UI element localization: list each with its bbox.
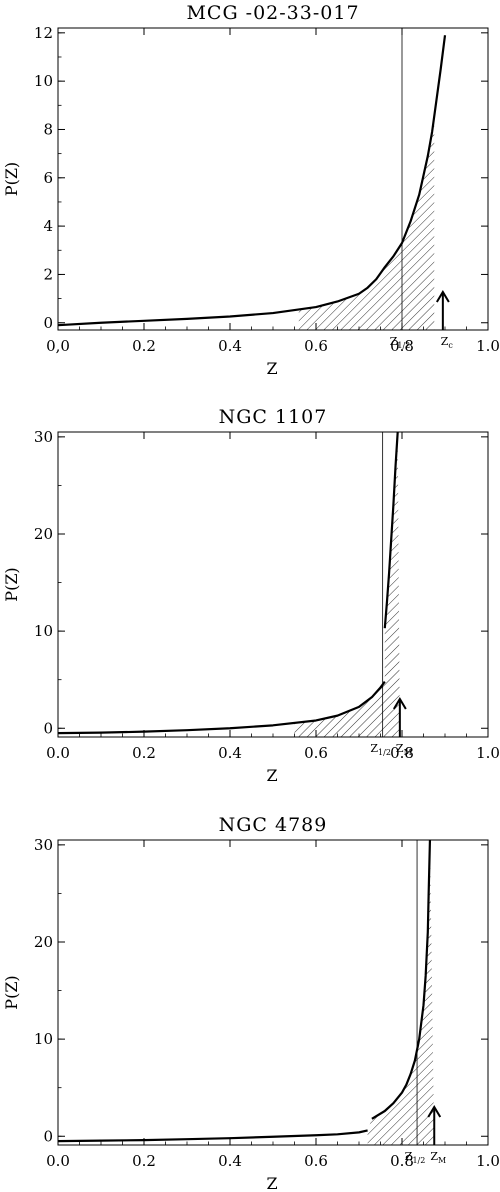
x-axis-label: Z: [266, 766, 277, 785]
x-tick-label: 1.0: [476, 1152, 500, 1170]
x-tick-label: 0.8: [390, 337, 414, 355]
y-tick-label: 0: [43, 314, 53, 332]
x-axis-label: Z: [266, 1174, 277, 1192]
y-axis-label: P(Z): [2, 975, 21, 1009]
x-tick-label: 0.4: [218, 744, 242, 762]
y-tick-label: 10: [34, 622, 53, 640]
marker-symbol: Z: [370, 742, 378, 755]
marker-label: Zc: [441, 335, 454, 350]
x-tick-label: 1.0: [476, 337, 500, 355]
shaded-region: [294, 432, 400, 737]
marker-label: Z1/2: [405, 1150, 426, 1165]
x-tick-label: 0.6: [304, 744, 328, 762]
x-tick-label: 0,0: [46, 337, 70, 355]
chart-title: NGC 1107: [219, 406, 328, 428]
x-tick-label: 0.2: [132, 1152, 156, 1170]
y-axis-label: P(Z): [2, 567, 21, 601]
series-line-2: [371, 840, 432, 1120]
y-tick-label: 6: [43, 169, 53, 187]
plot-frame: [57, 431, 489, 738]
x-tick-label: 0.8: [390, 1152, 414, 1170]
x-axis-label: Z: [266, 359, 277, 378]
chart-panel-1: MCG -02-33-017 0,0 0.2 0.4 0.6 0.8 1.0 0 2 4 6 8 10 1…: [2, 2, 500, 378]
shaded-region: [298, 116, 435, 330]
series-line-1: [58, 35, 447, 327]
x-tick-label: 0.2: [132, 337, 156, 355]
marker-subscript: c: [448, 341, 453, 350]
marker-subscript: 1/2: [378, 748, 391, 757]
y-tick-label: 20: [34, 933, 53, 951]
y-tick-label: 10: [34, 72, 53, 90]
marker-subscript: M: [438, 1156, 446, 1165]
y-tick-label: 10: [34, 1030, 53, 1048]
y-tick-label: 2: [43, 265, 53, 283]
series-line-2: [383, 432, 399, 629]
x-tick-label: 0.4: [218, 337, 242, 355]
marker-subscript: 1/2: [397, 341, 410, 350]
marker-label: Z1/2: [390, 335, 411, 350]
marker-arrow-head: [392, 697, 407, 710]
marker-symbol: Z: [430, 1150, 438, 1163]
y-tick-label: 0: [43, 719, 53, 737]
series-line-1: [58, 1129, 368, 1143]
y-tick-label: 12: [34, 24, 53, 42]
marker-arrow-head: [435, 290, 450, 303]
x-tick-label: 1.0: [476, 744, 500, 762]
x-tick-label: 0.2: [132, 744, 156, 762]
marker-subscript: 1/2: [412, 1156, 425, 1165]
marker-symbol: Z: [396, 742, 404, 755]
marker-symbol: Z: [441, 335, 449, 348]
marker-symbol: Z: [390, 335, 398, 348]
x-tick-label: 0.8: [390, 744, 414, 762]
marker-symbol: Z: [405, 1150, 413, 1163]
y-tick-label: 20: [34, 525, 53, 543]
chart-title: NGC 4789: [219, 814, 328, 836]
x-tick-label: 0.6: [304, 1152, 328, 1170]
marker-label: ZM: [430, 1150, 446, 1165]
y-tick-label: 8: [43, 120, 53, 138]
marker-label: ZM: [396, 742, 412, 757]
y-tick-label: 4: [43, 217, 53, 235]
marker-label: Z1/2: [370, 742, 391, 757]
marker-arrow-head: [427, 1105, 442, 1118]
x-tick-label: 0.0: [46, 744, 70, 762]
x-tick-label: 0.6: [304, 337, 328, 355]
marker-subscript: M: [404, 748, 412, 757]
y-tick-label: 0: [43, 1127, 53, 1145]
series-line-1: [58, 680, 386, 735]
y-axis-label: P(Z): [2, 162, 21, 196]
chart-title: MCG -02-33-017: [186, 2, 359, 24]
y-tick-label: 30: [34, 428, 53, 446]
shaded-region: [367, 840, 435, 1145]
y-tick-label: 30: [34, 836, 53, 854]
x-tick-label: 0.0: [46, 1152, 70, 1170]
x-tick-label: 0.4: [218, 1152, 242, 1170]
